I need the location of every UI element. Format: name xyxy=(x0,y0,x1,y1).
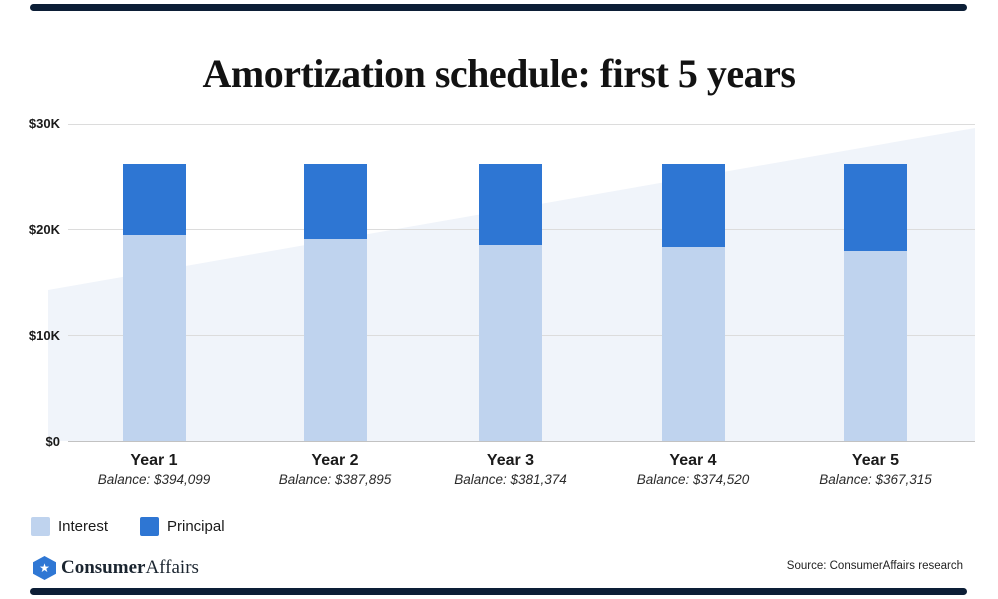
logo-wordmark-bold: Consumer xyxy=(61,557,146,578)
chart-title: Amortization schedule: first 5 years xyxy=(202,50,796,96)
bar-year-4-interest-segment xyxy=(661,247,725,442)
star-icon: ★ xyxy=(39,561,50,575)
bar-year-4-principal-segment xyxy=(661,164,725,248)
x-axis-category-label: Year 4 xyxy=(669,452,717,469)
logo-hexagon-icon: ★ xyxy=(33,556,56,580)
legend-item-interest: Interest xyxy=(31,517,131,537)
legend-swatch-interest xyxy=(31,517,50,536)
source-note: Source: ConsumerAffairs research xyxy=(786,560,963,572)
bar-year-5-interest-segment xyxy=(844,251,907,442)
balance-sublabel: Balance: $374,520 xyxy=(636,472,750,487)
bar-year-5-principal-segment xyxy=(844,164,907,252)
y-axis-tick-label: $20K xyxy=(28,221,60,237)
y-axis-tick-label: $10K xyxy=(28,327,60,343)
balance-sublabel: Balance: $367,315 xyxy=(819,472,932,487)
balance-sublabel: Balance: $381,374 xyxy=(454,472,567,487)
y-axis-tick-label: $30K xyxy=(28,116,60,132)
bar-year-1-principal-segment xyxy=(122,164,186,236)
x-axis-category-label: Year 3 xyxy=(486,452,535,469)
bar-year-1-interest-segment xyxy=(122,235,186,442)
logo-wordmark: ConsumerAffairs xyxy=(61,557,199,579)
x-axis-category-label: Year 1 xyxy=(130,452,178,469)
legend-item-principal: Principal xyxy=(140,517,240,537)
bottom-accent-bar xyxy=(30,588,967,595)
bar-year-3-interest-segment xyxy=(479,244,542,442)
legend-swatch-principal xyxy=(140,517,159,536)
top-accent-bar xyxy=(30,4,967,11)
gridline-$0 xyxy=(68,441,975,442)
balance-sublabel: Balance: $387,895 xyxy=(278,472,392,487)
gridline-$30K xyxy=(68,123,975,125)
bar-year-2-interest-segment xyxy=(303,239,367,442)
legend-label: Interest xyxy=(58,518,109,535)
legend-label: Principal xyxy=(167,518,225,535)
x-axis-category-label: Year 5 xyxy=(851,452,900,469)
logo-wordmark-regular: Affairs xyxy=(145,557,199,578)
bar-year-3-principal-segment xyxy=(479,164,542,245)
balance-sublabel: Balance: $394,099 xyxy=(97,472,211,487)
x-axis-category-label: Year 2 xyxy=(311,452,359,469)
y-axis-tick-label: $0 xyxy=(45,433,60,449)
bar-year-2-principal-segment xyxy=(303,164,367,240)
